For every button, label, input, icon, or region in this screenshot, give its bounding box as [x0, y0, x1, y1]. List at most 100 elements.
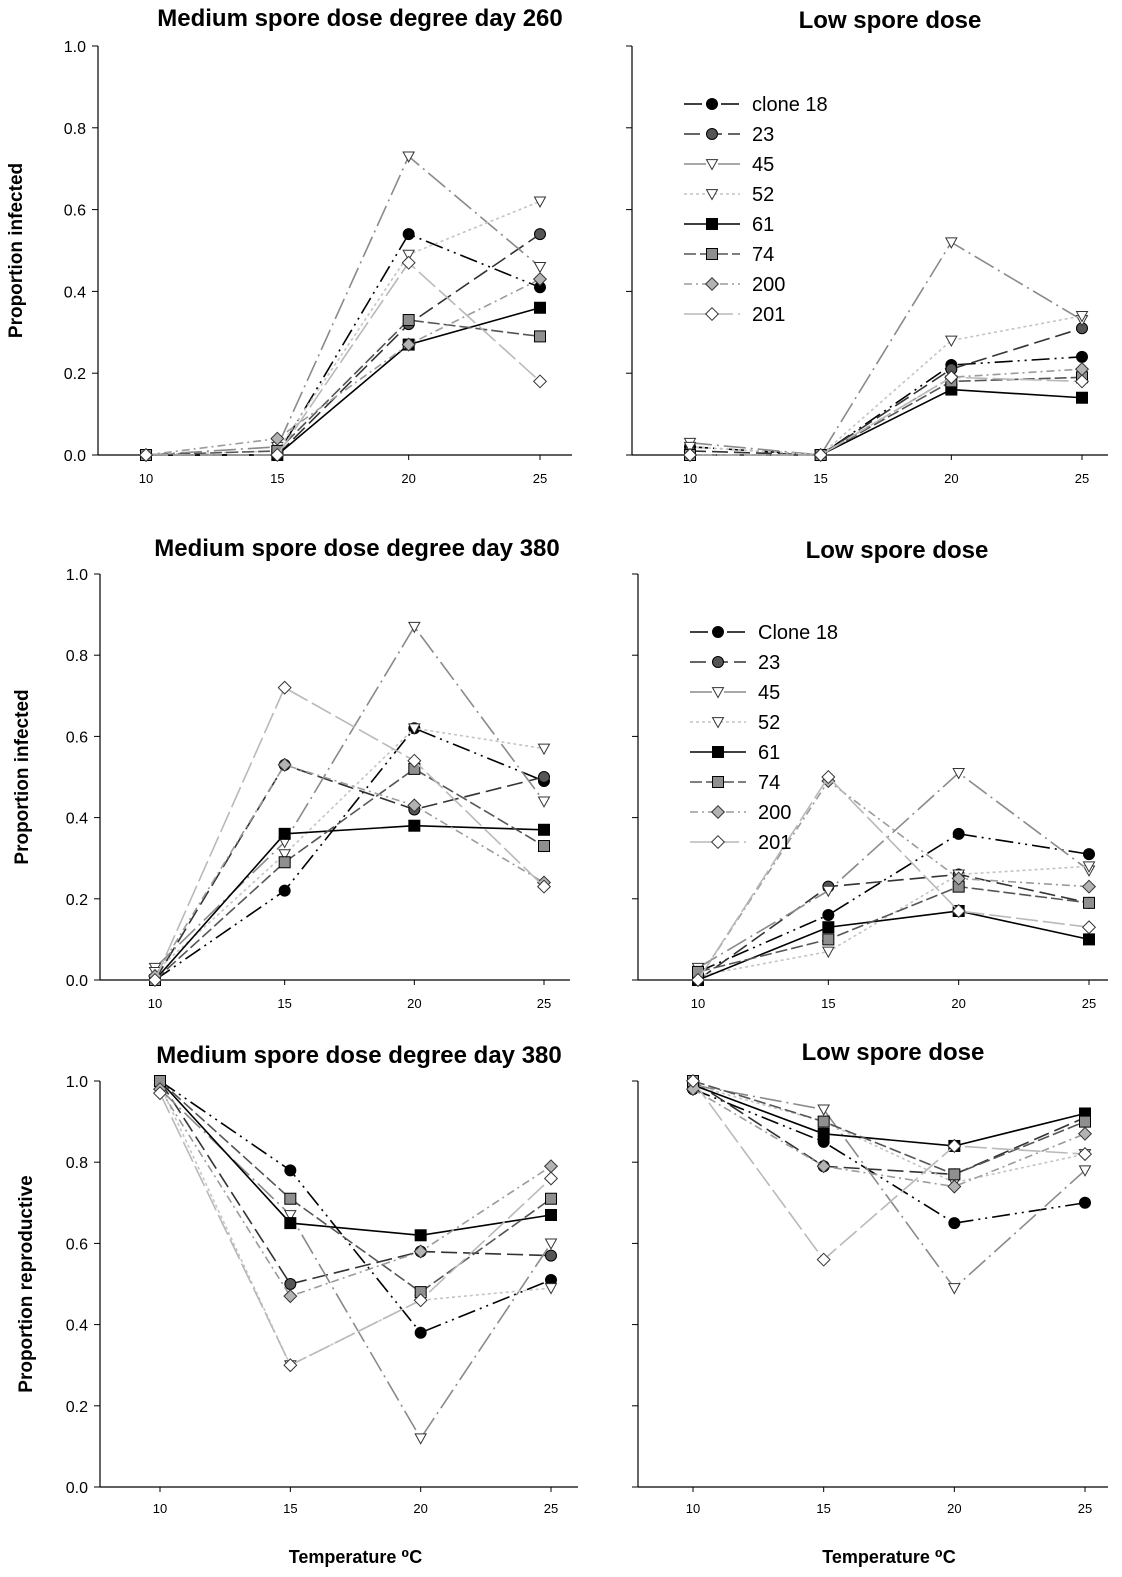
y-tick-label: 0.8	[66, 648, 88, 665]
legend-marker	[712, 776, 724, 788]
x-tick-label: 25	[537, 996, 551, 1011]
series-line	[697, 910, 1090, 981]
data-point	[817, 1127, 830, 1140]
series-74	[692, 880, 1095, 978]
data-point	[538, 771, 550, 783]
data-point	[682, 447, 698, 463]
data-point	[944, 370, 959, 385]
data-point	[537, 796, 551, 808]
series-201	[147, 680, 552, 988]
legend: clone 18 23 45 52 61 74 200 201	[684, 94, 828, 326]
data-point	[1075, 311, 1089, 323]
data-point	[951, 903, 966, 919]
y-tick-label: 1.0	[64, 39, 86, 56]
series-52	[686, 1080, 1092, 1190]
data-point	[816, 1159, 831, 1174]
data-point	[533, 261, 547, 274]
x-tick-label: 25	[533, 471, 547, 486]
data-point	[947, 1179, 962, 1194]
data-point	[544, 1283, 558, 1295]
legend-label: 52	[758, 712, 780, 734]
series-201	[690, 769, 1097, 988]
series-line	[159, 1088, 552, 1440]
legend-marker	[712, 656, 724, 668]
data-point	[538, 840, 550, 853]
y-axis-label: Proportion infected	[6, 163, 27, 338]
data-point	[817, 1115, 830, 1128]
legend-marker	[710, 834, 726, 850]
data-point	[1077, 1147, 1093, 1162]
data-point	[544, 1238, 558, 1250]
series-line	[689, 327, 1083, 456]
data-point	[1081, 879, 1097, 894]
series-61	[154, 1075, 557, 1242]
x-tick-label: 10	[148, 996, 162, 1011]
y-tick-label: 0.0	[66, 973, 88, 990]
series-line	[145, 200, 541, 456]
data-point	[1083, 896, 1095, 909]
legend-label: Clone 18	[758, 622, 838, 644]
data-point	[1074, 374, 1090, 389]
legend-marker	[711, 717, 725, 729]
series-line	[697, 775, 1090, 981]
legend-label: 200	[758, 802, 791, 824]
series-61	[687, 1079, 1091, 1152]
x-tick-label: 25	[1078, 1501, 1092, 1516]
data-point	[816, 1252, 831, 1267]
data-point	[534, 301, 546, 314]
y-tick-label: 0.6	[64, 203, 86, 220]
panel-5: Medium spore dose degree day 380 0.0 0.2 0.…	[16, 1042, 578, 1567]
data-point	[407, 621, 421, 634]
series-201	[152, 1086, 559, 1373]
data-point	[690, 972, 706, 988]
x-tick-label: 25	[1082, 996, 1096, 1011]
x-tick-label: 20	[407, 996, 421, 1011]
legend-label: 74	[758, 772, 780, 794]
data-point	[283, 1358, 298, 1373]
series-23	[684, 322, 1088, 461]
y-tick-label: 0.8	[66, 1155, 88, 1172]
data-point	[401, 255, 416, 270]
data-point	[543, 1171, 559, 1186]
data-point	[284, 1278, 297, 1290]
x-tick-label: 20	[413, 1501, 427, 1516]
data-point	[402, 151, 416, 163]
data-point	[683, 441, 697, 454]
y-tick-label: 0.0	[64, 448, 86, 465]
series-line	[697, 865, 1090, 977]
x-tick-label: 15	[283, 1501, 297, 1516]
legend-label: 200	[752, 274, 785, 296]
series-line	[154, 727, 545, 973]
data-point	[278, 827, 291, 840]
series-line	[697, 833, 1090, 973]
data-point	[152, 1086, 168, 1101]
data-point	[147, 972, 163, 988]
data-point	[277, 757, 292, 772]
legend-marker	[712, 746, 724, 758]
panel-title: Medium spore dose degree day 260	[157, 5, 562, 32]
series-line	[159, 1080, 552, 1294]
legend-label: 52	[752, 184, 774, 206]
data-point	[545, 1208, 557, 1221]
y-tick-label: 0.2	[66, 892, 88, 909]
data-point	[1076, 391, 1088, 404]
data-point	[284, 1192, 297, 1205]
data-point	[278, 849, 292, 861]
x-tick-label: 15	[270, 471, 284, 486]
data-point	[822, 933, 835, 946]
series-23	[149, 758, 550, 986]
data-point	[284, 1164, 297, 1177]
x-tick-label: 20	[947, 1501, 961, 1516]
data-point	[545, 1249, 557, 1262]
data-point	[270, 431, 285, 446]
legend-label: 201	[758, 832, 791, 854]
panel-1: Medium spore dose degree day 260 0.0 0.2 0.…	[6, 5, 572, 486]
series-line	[154, 763, 545, 981]
x-tick-label: 10	[683, 471, 697, 486]
x-axis-label: Temperature ⁰C	[822, 1547, 956, 1567]
panel-title: Medium spore dose degree day 380	[156, 1042, 561, 1069]
series-74	[154, 1075, 557, 1299]
y-tick-label: 0.4	[64, 284, 86, 301]
data-point	[413, 1244, 428, 1259]
legend-marker	[712, 626, 724, 638]
